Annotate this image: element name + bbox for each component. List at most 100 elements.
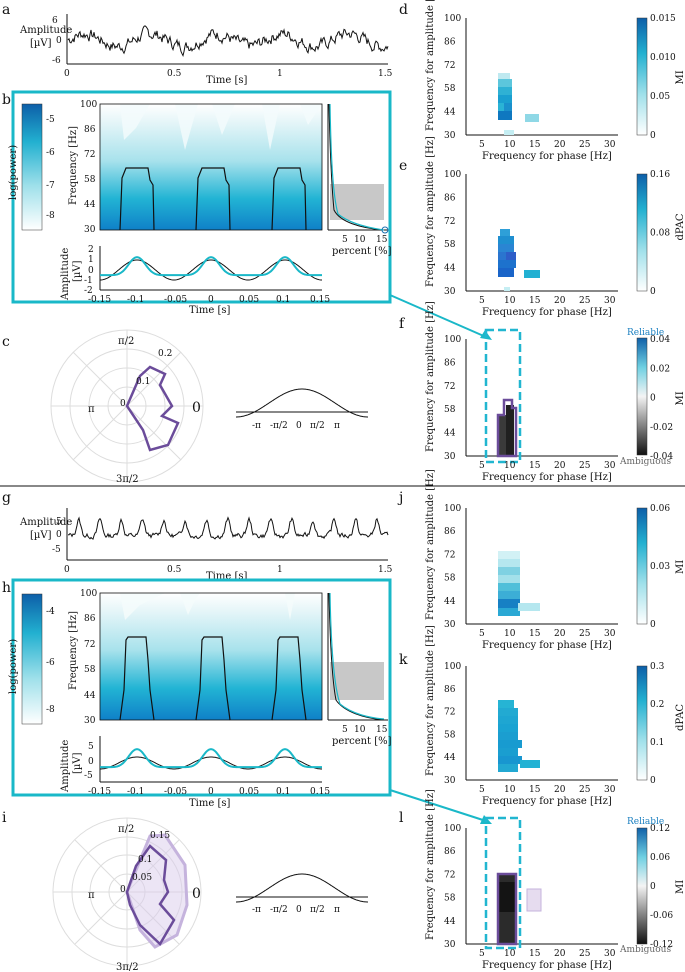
- f-xtick-20: 20: [554, 461, 566, 471]
- k-cbar-label: dPAC: [675, 704, 685, 731]
- panel-e-comodulogram: [465, 173, 648, 292]
- h-cbar-tick-6: -6: [46, 658, 55, 668]
- a-ylabel: Amplitude: [19, 25, 72, 36]
- i-radius-015: 0.15: [150, 831, 170, 841]
- f-ytick-100: 100: [444, 335, 461, 345]
- i-angle-3pi2: 3π/2: [116, 962, 139, 972]
- arrow-b-to-f: [389, 294, 487, 338]
- f-ytick-58: 58: [444, 405, 456, 415]
- b-xtick-005: 0.05: [239, 295, 259, 305]
- e-xtick-5: 5: [479, 296, 485, 306]
- d-xtick-20: 20: [554, 140, 566, 150]
- f-colorbar: [636, 337, 648, 456]
- j-ylabel: Frequency for amplitude [Hz]: [425, 469, 436, 620]
- j-ytick-44: 44: [444, 597, 456, 607]
- d-ytick-86: 86: [444, 37, 456, 47]
- a-ytick-0: 0: [56, 36, 62, 46]
- b-wave-ytick-m1: -1: [84, 276, 93, 286]
- panel-h: -4 -6 -8 log(power) Frequency [Hz] 100 8…: [8, 578, 392, 809]
- panel-i-polar: 0.15 0.1 0.05 0 π/2 π 0 3π/2 -π -π/2 0 π…: [52, 817, 368, 972]
- b-xlabel: Time [s]: [189, 305, 230, 316]
- panel-label-i: i: [2, 810, 7, 826]
- k-colorbar: [636, 665, 648, 781]
- h-wave-cyan-line: [100, 748, 322, 769]
- g-xlabel: Time [s]: [206, 571, 247, 582]
- panel-label-a: a: [2, 2, 10, 18]
- b-wave-ytick-m2: -2: [84, 286, 93, 296]
- b-wave-ytick-2: 2: [88, 245, 94, 255]
- panel-c-polar: 0.2 0.1 0 π/2 π 0 3π/2 -π -π/2 0 π/2 π: [50, 329, 368, 485]
- b-cbar-tick-7: -7: [46, 181, 55, 191]
- b-ytick-100: 100: [80, 100, 97, 110]
- c-angle-3pi2: 3π/2: [116, 474, 139, 485]
- b-percent-marker: [381, 226, 389, 234]
- e-ylabel: Frequency for amplitude [Hz]: [425, 136, 436, 287]
- i-angle-pi: π: [88, 890, 95, 901]
- i-phase-tick-pi2: π/2: [310, 905, 325, 915]
- panel-label-b: b: [2, 92, 11, 108]
- h-percent-cyan-line: [329, 592, 385, 720]
- l-xtick-10: 10: [504, 949, 516, 959]
- l-ylabel: Frequency for amplitude [Hz]: [425, 789, 436, 940]
- e-ytick-86: 86: [444, 193, 456, 203]
- f-ylabel: Frequency for amplitude [Hz]: [425, 301, 436, 452]
- l-dashed-highlight: [484, 816, 522, 950]
- panel-k-comodulogram: [465, 665, 648, 781]
- h-ytick-44: 44: [84, 691, 96, 701]
- d-xtick-5: 5: [479, 140, 485, 150]
- c-radius-0: 0: [120, 399, 126, 409]
- a-ytick-6: 6: [52, 16, 58, 26]
- f-ytick-86: 86: [444, 358, 456, 368]
- c-radius-01: 0.1: [136, 377, 150, 387]
- f-ytick-44: 44: [444, 429, 456, 439]
- d-colorbar: [636, 17, 648, 136]
- l-xtick-15: 15: [529, 949, 541, 959]
- h-highlight-frame: [11, 578, 392, 797]
- b-cbar-label: log(power): [8, 145, 19, 200]
- b-cbar-tick-6: -6: [46, 148, 55, 158]
- b-contour-3: [271, 167, 307, 231]
- b-pct-tick-5: 5: [342, 235, 348, 245]
- h-ytick-86: 86: [84, 614, 96, 624]
- f-dashed-highlight: [484, 328, 522, 464]
- h-wave-black-line: [100, 756, 322, 770]
- f-ytick-72: 72: [444, 382, 455, 392]
- a-signal-line: [67, 25, 389, 58]
- h-pct-tick-5: 5: [342, 725, 348, 735]
- k-cbar-tick-3: 0: [650, 776, 656, 786]
- f-xlabel: Frequency for phase [Hz]: [482, 472, 612, 483]
- panel-label-f: f: [399, 316, 406, 332]
- h-xtick-0: 0: [208, 787, 214, 797]
- h-pct-tick-15: 15: [376, 725, 388, 735]
- h-wave-ytick-m5: -5: [84, 771, 93, 781]
- c-phase-cosine: [236, 388, 368, 418]
- h-xtick-015: 0.15: [310, 787, 330, 797]
- h-colorbar: [21, 593, 43, 725]
- h-xtick-m015: -0.15: [88, 787, 111, 797]
- k-cbar-tick-2: 0.1: [650, 738, 664, 748]
- c-angle-pi: π: [88, 404, 95, 415]
- l-cbar-tick-3: -0.06: [650, 911, 673, 921]
- panel-label-d: d: [399, 2, 408, 18]
- f-xtick-5: 5: [479, 461, 485, 471]
- l-cbar-tick-0: 0.12: [650, 824, 670, 834]
- d-cbar-tick-0: 0.015: [650, 14, 676, 24]
- b-wave-yunit: [µV]: [72, 260, 83, 282]
- i-polar-curve: [125, 844, 176, 946]
- j-cbar-tick-2: 0: [650, 620, 656, 630]
- d-xlabel: Frequency for phase [Hz]: [482, 151, 612, 162]
- f-xtick-10: 10: [504, 461, 516, 471]
- j-xlabel: Frequency for phase [Hz]: [482, 640, 612, 651]
- l-ytick-44: 44: [444, 917, 456, 927]
- b-highlight-frame: [11, 90, 392, 304]
- l-ytick-58: 58: [444, 894, 456, 904]
- panel-label-e: e: [399, 158, 407, 174]
- i-phase-cosine: [236, 873, 368, 903]
- b-cbar-tick-8: -8: [46, 211, 55, 221]
- h-pct-tick-10: 10: [354, 725, 366, 735]
- b-xtick-015: 0.15: [310, 295, 330, 305]
- d-cbar-tick-2: 0.05: [650, 92, 670, 102]
- e-xtick-10: 10: [504, 296, 516, 306]
- panel-label-g: g: [2, 490, 11, 506]
